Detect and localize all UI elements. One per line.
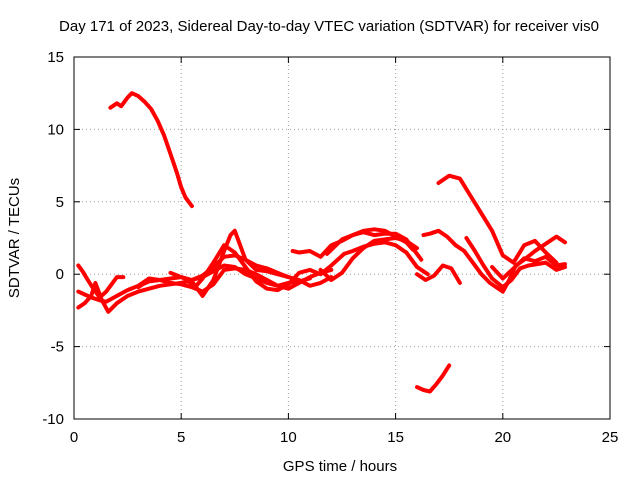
x-axis-label: GPS time / hours xyxy=(283,458,397,475)
series-track-11 xyxy=(415,263,462,285)
x-tick-label: 5 xyxy=(177,429,185,446)
series-track-6 xyxy=(168,253,334,288)
y-tick-label: 15 xyxy=(47,49,64,66)
y-tick-label: 5 xyxy=(56,194,64,211)
series-track-5 xyxy=(136,228,291,298)
x-tick-label: 25 xyxy=(602,429,619,446)
x-tick-label: 20 xyxy=(494,429,511,446)
series-track-7 xyxy=(185,240,430,293)
x-tick-label: 10 xyxy=(280,429,297,446)
y-axis-label: SDTVAR / TECUs xyxy=(6,178,23,298)
chart-title: Day 171 of 2023, Sidereal Day-to-day VTE… xyxy=(59,18,599,35)
y-tick-label: -10 xyxy=(42,411,64,428)
plot-frame xyxy=(73,56,611,420)
series-track-15 xyxy=(464,236,567,290)
series-track-17 xyxy=(415,363,452,394)
x-tick-label: 15 xyxy=(387,429,404,446)
series-track-13 xyxy=(436,173,559,265)
series-track-16 xyxy=(490,254,567,281)
series-track-10 xyxy=(325,227,415,256)
axis-ticks: 0 5 10 15 20 25 -10 -5 0 5 10 15 xyxy=(42,49,618,446)
y-tick-label: -5 xyxy=(51,339,64,356)
series-layer xyxy=(76,91,567,394)
series-track-1 xyxy=(108,91,194,209)
y-tick-label: 0 xyxy=(56,266,64,283)
y-tick-label: 10 xyxy=(47,121,64,138)
x-tick-label: 0 xyxy=(70,429,78,446)
series-track-12 xyxy=(421,228,458,248)
